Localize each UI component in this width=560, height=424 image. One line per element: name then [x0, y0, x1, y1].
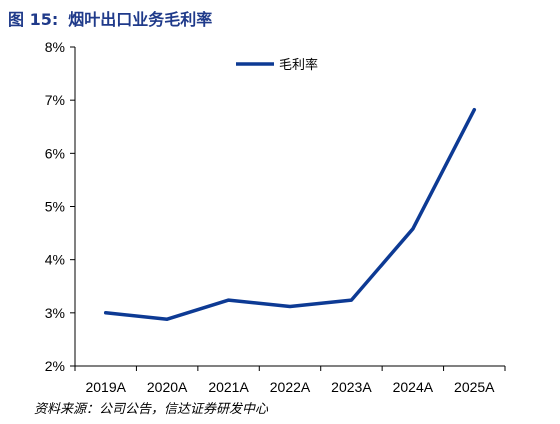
y-tick-label: 5%	[45, 199, 65, 215]
x-tick-label: 2019A	[85, 379, 126, 395]
legend-label: 毛利率	[279, 57, 318, 73]
x-tick-label: 2020A	[147, 379, 188, 395]
x-tick-label: 2021A	[208, 379, 249, 395]
source-note: 资料来源：公司公告，信达证券研发中心	[34, 402, 269, 417]
data-point	[349, 298, 353, 302]
data-point	[165, 317, 169, 321]
figure-title-row: 图 15: 烟叶出口业务毛利率	[8, 6, 212, 32]
data-point	[227, 298, 231, 302]
y-tick-label: 8%	[45, 39, 65, 55]
x-tick-label: 2022A	[270, 379, 311, 395]
x-tick-label: 2024A	[393, 379, 434, 395]
figure-title: 烟叶出口业务毛利率	[68, 10, 213, 29]
y-tick-label: 4%	[45, 252, 65, 268]
y-tick-label: 7%	[45, 92, 65, 108]
figure-label: 图 15:	[8, 10, 59, 29]
y-tick-label: 2%	[45, 358, 65, 374]
x-tick-label: 2023A	[331, 379, 372, 395]
x-tick-label: 2025A	[454, 379, 495, 395]
series-group	[103, 107, 477, 321]
data-point	[288, 304, 292, 308]
data-point	[104, 311, 108, 315]
y-tick-label: 3%	[45, 305, 65, 321]
y-tick-label: 6%	[45, 145, 65, 161]
axes: 2% 3% 4% 5% 6% 7% 8% 2019A 2020A 2021A 2022A 2023A 2…	[45, 39, 506, 395]
series-line-gross-margin	[103, 107, 477, 321]
legend: 毛利率	[236, 57, 318, 73]
data-point	[472, 108, 476, 112]
data-point	[411, 227, 415, 231]
